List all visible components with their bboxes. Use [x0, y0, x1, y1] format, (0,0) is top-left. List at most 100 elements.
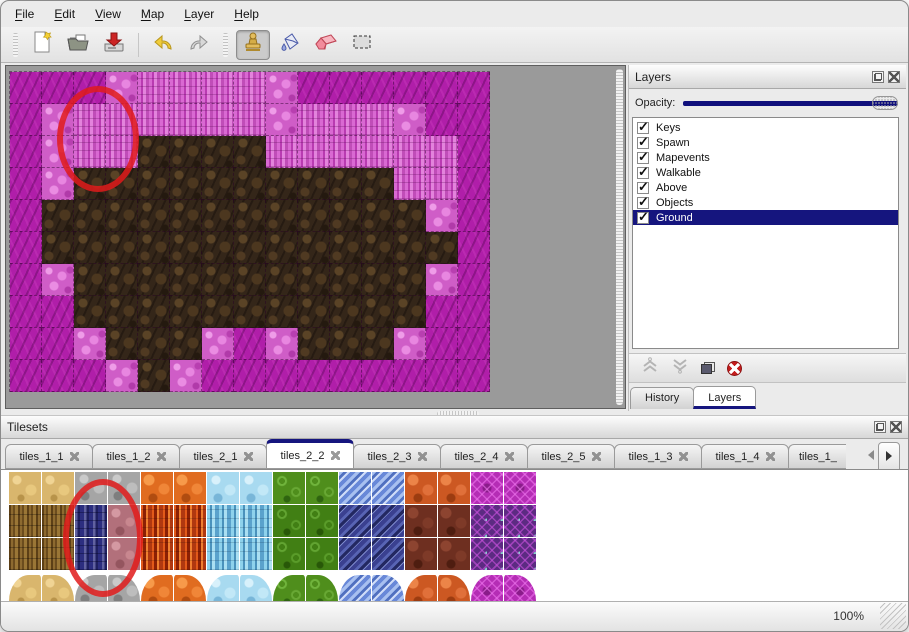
tileset-tab-tiles_2_1[interactable]: tiles_2_1 [179, 444, 267, 469]
map-vertical-scrollbar[interactable] [616, 69, 623, 405]
tileset-tab-tiles_1_3[interactable]: tiles_1_3 [614, 444, 702, 469]
map-tile[interactable] [202, 232, 234, 264]
map-tile[interactable] [202, 136, 234, 168]
map-tile[interactable] [266, 328, 298, 360]
tab-close-icon[interactable] [678, 452, 688, 461]
tab-close-icon[interactable] [69, 452, 79, 461]
map-tile[interactable] [426, 72, 458, 104]
map-tile[interactable] [458, 72, 490, 104]
layer-row-objects[interactable]: ✓ Objects [633, 194, 898, 210]
map-tile[interactable] [298, 200, 330, 232]
map-tile[interactable] [10, 104, 42, 136]
map-tile[interactable] [362, 168, 394, 200]
tileset-tile[interactable] [273, 505, 305, 537]
tileset-tab-tiles_2_5[interactable]: tiles_2_5 [527, 444, 615, 469]
map-tile[interactable] [298, 328, 330, 360]
menu-item-layer[interactable]: Layer [184, 7, 215, 21]
lower-layer-button[interactable] [671, 357, 689, 379]
map-tile[interactable] [298, 136, 330, 168]
map-tile[interactable] [458, 232, 490, 264]
map-tile[interactable] [458, 200, 490, 232]
map-tile[interactable] [298, 104, 330, 136]
map-tile[interactable] [170, 360, 202, 392]
tileset-tile[interactable] [306, 538, 338, 570]
menu-item-view[interactable]: View [95, 7, 121, 21]
map-tile[interactable] [138, 360, 170, 392]
map-horizontal-scrollbar[interactable] [437, 411, 479, 417]
tileset-tile[interactable] [141, 505, 173, 537]
map-tile[interactable] [426, 200, 458, 232]
tileset-tile[interactable] [471, 472, 503, 504]
tileset-tile[interactable] [438, 571, 470, 603]
tileset-tile[interactable] [9, 538, 41, 570]
fill-tool-button[interactable] [274, 31, 306, 59]
tileset-tile[interactable] [471, 538, 503, 570]
tileset-tile[interactable] [240, 538, 272, 570]
map-tile[interactable] [362, 232, 394, 264]
tileset-tile[interactable] [306, 472, 338, 504]
map-tile[interactable] [74, 296, 106, 328]
map-tile[interactable] [202, 264, 234, 296]
map-tile[interactable] [234, 200, 266, 232]
tileset-tile[interactable] [42, 571, 74, 603]
map-tile[interactable] [426, 264, 458, 296]
map-tile[interactable] [138, 328, 170, 360]
tileset-tile[interactable] [438, 538, 470, 570]
new-map-button[interactable] [26, 31, 58, 59]
layer-visible-checkbox[interactable]: ✓ [637, 119, 649, 134]
map-tile[interactable] [394, 232, 426, 264]
tileset-tab-tiles_2_3[interactable]: tiles_2_3 [353, 444, 441, 469]
opacity-slider[interactable] [683, 96, 898, 110]
map-tile[interactable] [106, 360, 138, 392]
map-tile[interactable] [170, 136, 202, 168]
tab-close-icon[interactable] [417, 452, 427, 461]
layer-visible-checkbox[interactable]: ✓ [637, 179, 649, 194]
map-tile[interactable] [330, 296, 362, 328]
map-tile[interactable] [298, 360, 330, 392]
tileset-tile[interactable] [504, 538, 536, 570]
map-tile[interactable] [458, 104, 490, 136]
map-tile[interactable] [106, 296, 138, 328]
map-tile[interactable] [74, 328, 106, 360]
map-tile[interactable] [426, 360, 458, 392]
layer-row-mapevents[interactable]: ✓ Mapevents [633, 149, 898, 165]
layer-row-ground[interactable]: ✓ Ground [633, 209, 898, 225]
tileset-tile[interactable] [405, 571, 437, 603]
map-tile[interactable] [330, 104, 362, 136]
tileset-tile[interactable] [174, 472, 206, 504]
tileset-tile[interactable] [405, 538, 437, 570]
tileset-tile[interactable] [273, 472, 305, 504]
layer-visible-checkbox[interactable]: ✓ [637, 209, 649, 224]
map-tile[interactable] [394, 264, 426, 296]
map-tile[interactable] [266, 72, 298, 104]
map-tile[interactable] [74, 232, 106, 264]
map-tile[interactable] [426, 104, 458, 136]
map-tile[interactable] [330, 168, 362, 200]
tileset-tile[interactable] [372, 472, 404, 504]
menu-item-file[interactable]: File [15, 7, 35, 21]
map-tile[interactable] [234, 328, 266, 360]
tileset-tile[interactable] [141, 571, 173, 603]
tileset-tab-tiles_1_1[interactable]: tiles_1_1 [5, 444, 93, 469]
map-tile[interactable] [42, 200, 74, 232]
tab-close-icon[interactable] [591, 452, 601, 461]
close-panel-icon[interactable] [890, 421, 902, 433]
undo-button[interactable] [147, 31, 179, 59]
redo-button[interactable] [183, 31, 215, 59]
map-tile[interactable] [106, 328, 138, 360]
tileset-tile[interactable] [207, 571, 239, 603]
tab-close-icon[interactable] [504, 452, 514, 461]
map-tile[interactable] [330, 136, 362, 168]
float-panel-icon[interactable] [872, 70, 884, 83]
tileset-tile[interactable] [339, 472, 371, 504]
tileset-tab-tiles_1_4[interactable]: tiles_1_4 [701, 444, 789, 469]
map-tile[interactable] [234, 72, 266, 104]
tileset-tile[interactable] [339, 538, 371, 570]
map-tile[interactable] [74, 264, 106, 296]
map-tile[interactable] [394, 168, 426, 200]
map-tile[interactable] [266, 264, 298, 296]
resize-grip[interactable] [880, 603, 906, 629]
toolbar-drag-handle[interactable] [223, 32, 228, 57]
map-tile[interactable] [138, 232, 170, 264]
map-tile[interactable] [362, 72, 394, 104]
